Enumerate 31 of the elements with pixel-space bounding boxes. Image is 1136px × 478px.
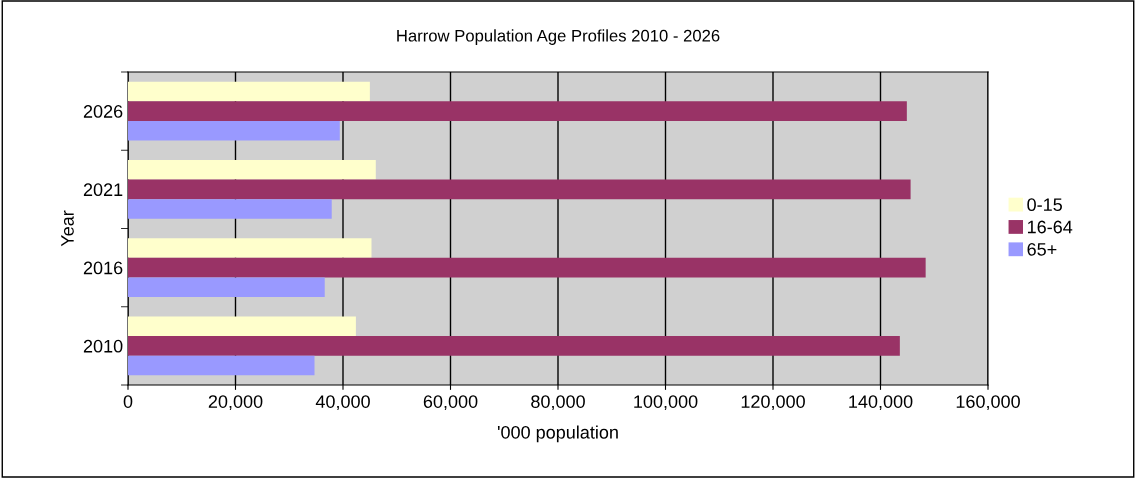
x-tick-label: 20,000 — [208, 395, 263, 411]
y-tick-label: 2021 — [83, 183, 123, 197]
chart-title: Harrow Population Age Profiles 2010 - 2026 — [397, 29, 720, 45]
bar — [128, 316, 356, 337]
bar — [128, 336, 900, 356]
y-axis-title: Year — [61, 210, 74, 247]
legend-label: 0-15 — [1027, 198, 1062, 212]
bar — [128, 199, 332, 219]
bar — [128, 101, 907, 121]
y-tick-label: 2010 — [83, 339, 123, 353]
x-tick-label: 40,000 — [315, 395, 370, 411]
x-tick-label: 120,000 — [741, 395, 805, 411]
x-tick-label: 140,000 — [849, 395, 913, 411]
legend-label: 65+ — [1027, 242, 1057, 256]
bar — [128, 179, 911, 200]
legend-label: 16-64 — [1027, 220, 1073, 234]
bar — [128, 277, 325, 297]
bar — [128, 120, 340, 141]
x-tick-label: 60,000 — [423, 395, 478, 411]
x-tick-label: 100,000 — [634, 395, 698, 411]
bar — [128, 355, 315, 376]
x-tick-label: 80,000 — [531, 395, 585, 411]
y-tick-label: 2026 — [83, 105, 123, 118]
x-tick-label: 160,000 — [956, 395, 1020, 411]
bar — [128, 257, 926, 278]
x-axis-title: '000 population — [497, 425, 618, 443]
x-tick-label: 0 — [123, 395, 133, 408]
y-tick-label: 2016 — [83, 261, 123, 275]
bar — [128, 238, 372, 258]
bar — [128, 81, 370, 102]
bar — [128, 160, 376, 180]
